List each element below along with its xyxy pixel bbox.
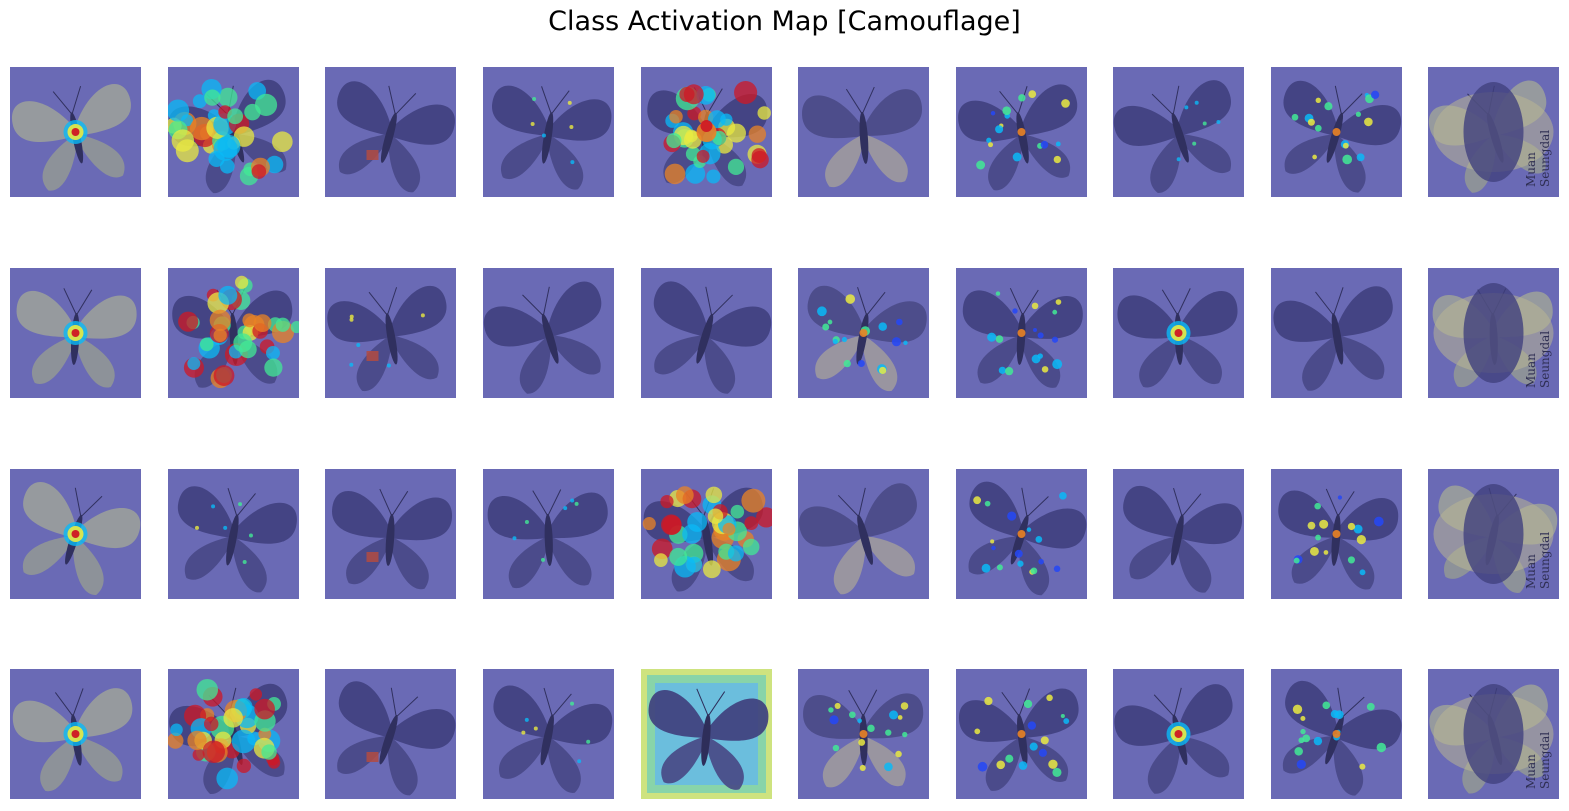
moth-silhouette [962, 287, 1083, 388]
moth-silhouette [177, 486, 297, 593]
specimen-label-text: Muan [1524, 353, 1538, 388]
cam-tile-r2-c10: Seungdal Muan [1428, 268, 1559, 398]
cam-tile-r2-c3 [325, 268, 456, 398]
cam-tile-r4-c2 [168, 669, 299, 799]
cam-tile-r4-c6 [798, 669, 929, 799]
specimen-tag [366, 351, 379, 361]
moth-silhouette [493, 685, 613, 793]
cam-tile-r4-c1 [10, 669, 141, 799]
cam-tile-r2-c4 [483, 268, 614, 398]
cam-tile-r2-c6 [798, 268, 929, 398]
cam-tile-r1-c6 [798, 67, 929, 197]
cam-tile-r2-c9 [1271, 268, 1402, 398]
specimen-label-text: Seungdal [1538, 532, 1552, 589]
cam-tile-r3-c9 [1271, 469, 1402, 599]
cam-tile-r2-c2 [168, 268, 299, 398]
cam-tile-r3-c10: Seungdal Muan [1428, 469, 1559, 599]
cam-tile-r1-c2 [168, 67, 299, 197]
specimen-label-text: Muan [1524, 152, 1538, 187]
cam-tile-r2-c1 [10, 268, 141, 398]
cam-tile-r2-c5 [641, 268, 772, 398]
moth-silhouette [653, 281, 772, 394]
cam-tile-r4-c3 [325, 669, 456, 799]
cam-tile-r4-c7 [956, 669, 1087, 799]
cam-tile-r1-c8 [1113, 67, 1244, 197]
cam-tile-r1-c5 [641, 67, 772, 197]
cam-tile-r1-c9 [1271, 67, 1402, 197]
cam-tile-r1-c4 [483, 67, 614, 197]
specimen-label-text: Muan [1524, 754, 1538, 789]
cam-tile-r1-c1 [10, 67, 141, 197]
cam-tile-r3-c7 [956, 469, 1087, 599]
moth-silhouette [1117, 288, 1238, 388]
cam-tile-r4-c9 [1271, 669, 1402, 799]
specimen-label-text: Seungdal [1538, 130, 1552, 187]
moth-silhouette [492, 85, 612, 190]
cam-tile-r3-c3 [325, 469, 456, 599]
moth-silhouette [648, 688, 769, 790]
cam-tile-r3-c1 [10, 469, 141, 599]
moth-silhouette [337, 681, 456, 796]
cam-tile-r2-c7 [956, 268, 1087, 398]
cam-tile-r4-c10: Seungdal Muan [1428, 669, 1559, 799]
cam-tile-r3-c6 [798, 469, 929, 599]
moth-silhouette [1113, 80, 1232, 193]
cam-tile-r3-c5 [641, 469, 772, 599]
specimen-tag [366, 752, 379, 762]
moth-silhouette [483, 281, 602, 394]
moth-silhouette [1123, 485, 1243, 593]
specimen-label-text: Seungdal [1538, 732, 1552, 789]
moth-silhouette [1273, 286, 1393, 391]
cam-tile-r2-c8 [1113, 268, 1244, 398]
cam-tile-r3-c8 [1113, 469, 1244, 599]
cam-tile-r3-c4 [483, 469, 614, 599]
figure-title: Class Activation Map [Camouflage] [548, 6, 1021, 37]
cam-tile-r4-c8 [1113, 669, 1244, 799]
moth-silhouette [487, 489, 608, 589]
moth-silhouette [337, 81, 455, 193]
moth-silhouette [958, 84, 1078, 191]
cam-tile-r4-c5 [641, 669, 772, 799]
moth-silhouette [802, 86, 923, 188]
specimen-label-text: Muan [1524, 554, 1538, 589]
cam-tile-r3-c2 [168, 469, 299, 599]
cam-tile-r1-c3 [325, 67, 456, 197]
specimen-label-text: Seungdal [1538, 331, 1552, 388]
cam-tile-r4-c4 [483, 669, 614, 799]
cam-tile-r1-c10: Seungdal Muan [1428, 67, 1559, 197]
specimen-tag [366, 150, 379, 160]
moth-silhouette [807, 285, 927, 391]
specimen-tag [366, 552, 379, 562]
moth-silhouette [327, 285, 447, 391]
moth-silhouette [799, 483, 917, 595]
cam-tile-r1-c7 [956, 67, 1087, 197]
